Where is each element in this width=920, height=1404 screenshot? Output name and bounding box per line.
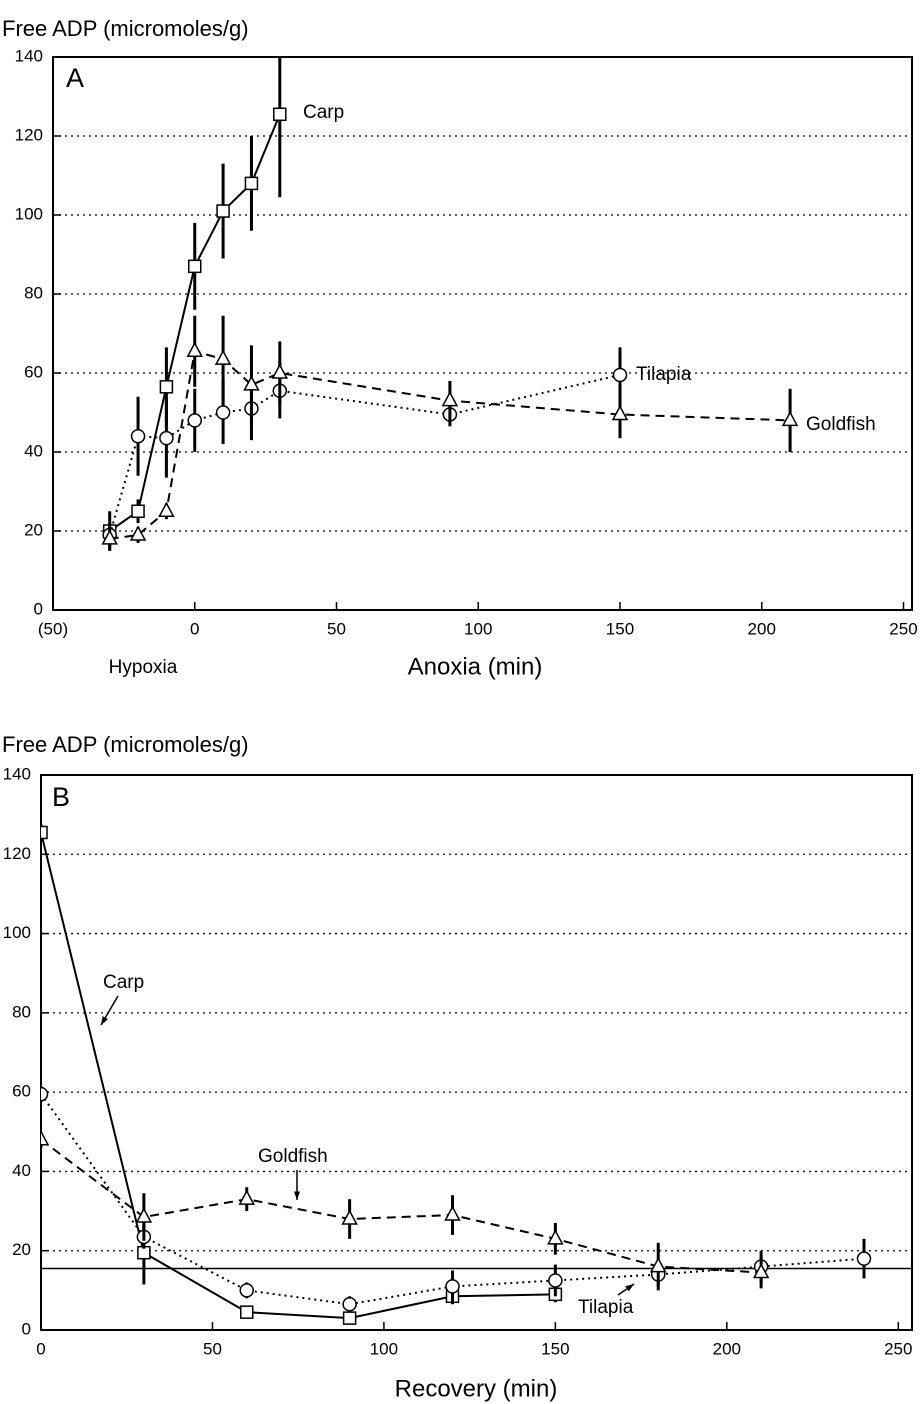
marker	[612, 367, 628, 383]
marker	[271, 363, 289, 379]
marker	[238, 1189, 256, 1205]
marker	[41, 1130, 50, 1146]
marker	[342, 1296, 357, 1312]
marker	[187, 259, 202, 274]
arrow-head	[625, 1284, 634, 1292]
marker	[856, 1251, 872, 1266]
marker	[341, 1209, 358, 1225]
marker	[130, 428, 146, 444]
plot-frame	[40, 774, 913, 1331]
series-line	[41, 832, 556, 1320]
y-tick-label: 100	[3, 923, 31, 942]
x-tick-label: 100	[370, 1339, 398, 1358]
annotation: Carp	[103, 972, 144, 993]
marker	[547, 1229, 564, 1245]
y-tick-label: 0	[34, 599, 43, 618]
marker	[214, 349, 232, 365]
marker	[445, 1279, 460, 1294]
annotation: Tilapia	[578, 1297, 634, 1318]
marker	[752, 1262, 770, 1279]
y-axis-title: Free ADP (micromoles/g)	[2, 732, 249, 757]
marker	[187, 413, 202, 428]
plot-area	[41, 824, 912, 1325]
marker	[244, 176, 259, 191]
x-tick-label: 150	[606, 619, 634, 638]
marker	[101, 529, 118, 545]
y-tick-label: 100	[15, 204, 43, 223]
x-tick-label: 200	[748, 619, 776, 638]
marker	[135, 1207, 153, 1223]
y-tick-label: 60	[12, 1082, 31, 1101]
y-tick-label: 120	[15, 125, 43, 144]
y-tick-label: 80	[12, 1002, 31, 1021]
annotation: Tilapia	[636, 364, 692, 385]
plot-frame	[52, 56, 913, 611]
annotation: Goldfish	[806, 414, 876, 435]
x-tick-label: 250	[889, 619, 917, 638]
marker	[239, 1283, 254, 1298]
marker	[131, 504, 145, 518]
marker	[159, 430, 174, 446]
y-tick-label: 20	[12, 1240, 31, 1259]
marker	[158, 501, 175, 517]
y-tick-label: 40	[12, 1161, 31, 1180]
marker	[611, 404, 629, 421]
y-axis-title: Free ADP (micromoles/g)	[2, 16, 249, 41]
marker	[441, 391, 459, 407]
series-line	[41, 1138, 762, 1274]
x-tick-label: (50)	[38, 619, 68, 638]
annotation: Goldfish	[258, 1146, 328, 1167]
arrow-head	[293, 1191, 301, 1200]
x-tick-label: 50	[203, 1339, 222, 1358]
marker	[186, 341, 204, 358]
x-axis-sublabel: Hypoxia	[109, 657, 178, 678]
marker	[342, 1311, 357, 1325]
marker	[239, 1305, 254, 1319]
y-tick-label: 140	[3, 764, 31, 783]
panel-label: B	[52, 782, 70, 812]
y-tick-label: 140	[15, 46, 43, 65]
marker	[444, 1205, 461, 1221]
marker	[159, 380, 174, 394]
marker	[129, 525, 147, 541]
marker	[216, 204, 230, 218]
x-tick-label: 0	[36, 1339, 45, 1358]
y-tick-label: 80	[24, 283, 43, 302]
arrow-head	[101, 1016, 108, 1025]
marker	[781, 410, 799, 427]
y-tick-label: 60	[24, 362, 43, 381]
marker	[243, 375, 260, 391]
x-axis-title: Anoxia (min)	[408, 653, 543, 680]
marker	[548, 1273, 563, 1288]
marker	[41, 825, 48, 840]
y-tick-label: 40	[24, 441, 43, 460]
y-tick-label: 0	[22, 1319, 31, 1338]
x-tick-label: 50	[327, 619, 346, 638]
x-tick-label: 0	[190, 619, 199, 638]
panel: Free ADP (micromoles/g) 0 20 40 60 80 100 120 14…	[2, 732, 913, 1402]
marker	[649, 1256, 667, 1273]
y-tick-label: 20	[24, 520, 43, 539]
y-tick-label: 120	[3, 844, 31, 863]
x-tick-label: 150	[541, 1339, 569, 1358]
marker	[215, 405, 231, 420]
plot-area	[101, 57, 799, 551]
x-axis-title: Recovery (min)	[395, 1375, 558, 1402]
x-tick-label: 100	[464, 619, 492, 638]
marker	[41, 1086, 49, 1102]
panel-label: A	[66, 63, 84, 93]
panel: Free ADP (micromoles/g) 0 20 40 60 80 100 120 14…	[2, 16, 918, 681]
annotation: Carp	[303, 102, 344, 123]
x-tick-label: 250	[884, 1339, 912, 1358]
series-line	[41, 1093, 865, 1306]
series-line	[109, 350, 791, 540]
x-tick-label: 200	[713, 1339, 741, 1358]
series-line	[108, 374, 621, 536]
marker	[273, 107, 287, 122]
